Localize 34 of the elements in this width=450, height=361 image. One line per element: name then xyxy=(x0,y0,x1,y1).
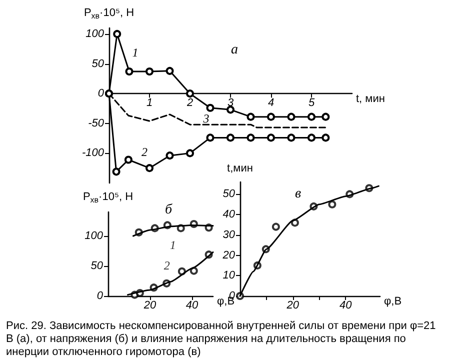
x-tick-label: 5 xyxy=(308,97,316,110)
y-tick-label: 0 xyxy=(96,290,104,302)
x-tick-label: 40 xyxy=(186,300,199,312)
y-tick-label: 50 xyxy=(222,188,236,200)
x-tick-label: 2 xyxy=(186,97,194,110)
x-tick-label: 20 xyxy=(142,300,157,312)
y-tick-label: 100 xyxy=(84,230,104,242)
y-tick-label: 0 xyxy=(98,88,105,100)
x-tick-label: 4 xyxy=(268,97,274,110)
series-label: 1 xyxy=(170,238,176,252)
chart-title: б xyxy=(165,202,173,218)
x-tick-label: 1 xyxy=(146,97,153,110)
y-tick-label: 40 xyxy=(222,208,236,221)
x-axis-title: φ,В xyxy=(384,296,402,308)
y-tick-label: -50 xyxy=(88,117,105,130)
text: а xyxy=(231,42,238,58)
series-label: 2 xyxy=(141,144,148,159)
y-tick-label: 100 xyxy=(86,28,105,40)
y-tick-label: 50 xyxy=(90,260,104,272)
y-tick-label: 50 xyxy=(92,58,105,70)
x-axis-title: t, мин xyxy=(356,93,385,106)
chart-title: в xyxy=(295,186,302,202)
y-axis-title: t,мин xyxy=(227,162,253,174)
x-tick-label: 40 xyxy=(340,300,353,312)
text: Рис. 29. Зависимость нескомпенсированной внутренней силы от времени при φ=21 В (а), от напряжения (б) и влияние напряжения на длительность вращения по инерции отключенного гиромотора (в) xyxy=(6,320,437,359)
series-label: 1 xyxy=(132,46,138,60)
y-tick-label: 10 xyxy=(222,270,236,282)
y-tick-label: -100 xyxy=(82,147,105,160)
series-label: 3 xyxy=(202,112,210,126)
x-tick-label: 3 xyxy=(227,97,234,110)
x-tick-label: 20 xyxy=(286,300,300,312)
series-label: 2 xyxy=(164,258,170,272)
y-tick-label: 20 xyxy=(222,249,236,262)
y-tick-label: 30 xyxy=(222,228,236,241)
